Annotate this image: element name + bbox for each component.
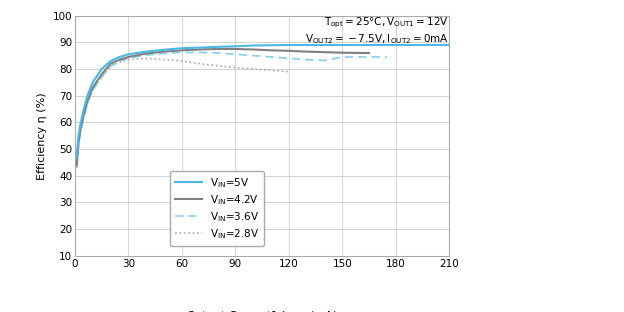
Text: $\mathrm{T_{opt}=25°C, V_{OUT1}=12V}$
$\mathrm{V_{OUT2}=-7.5V, I_{OUT2}=0mA}$: $\mathrm{T_{opt}=25°C, V_{OUT1}=12V}$ $\…	[306, 16, 449, 46]
Y-axis label: Efficiency η (%): Efficiency η (%)	[37, 92, 47, 179]
Text: Output Current1 I$_{\mathrm{OUT1}}$ (mA): Output Current1 I$_{\mathrm{OUT1}}$ (mA)	[186, 309, 338, 312]
Legend: V$_{\mathrm{IN}}$=5V, V$_{\mathrm{IN}}$=4.2V, V$_{\mathrm{IN}}$=3.6V, V$_{\mathr: V$_{\mathrm{IN}}$=5V, V$_{\mathrm{IN}}$=…	[170, 171, 265, 246]
